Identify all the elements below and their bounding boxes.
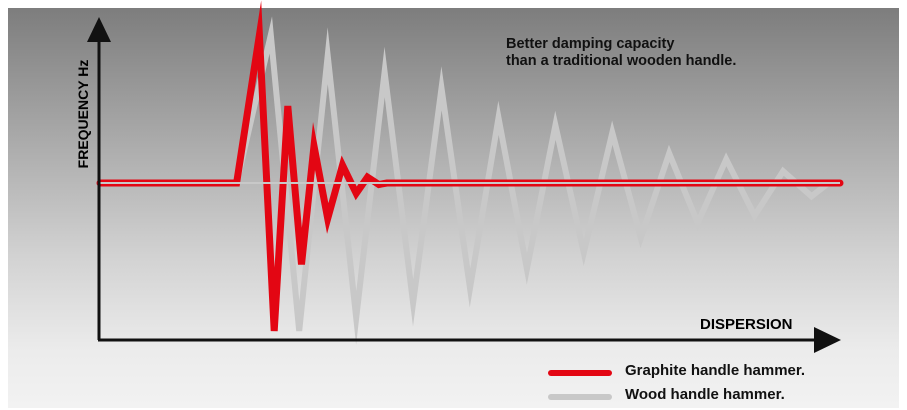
legend-swatch-graphite <box>548 370 612 376</box>
chart-annotation: Better damping capacity than a tradition… <box>506 36 736 70</box>
series-line-wood <box>97 16 843 345</box>
legend-swatch-wood <box>548 394 612 400</box>
y-axis-label: FREQUENCY Hz <box>75 59 91 169</box>
y-axis-arrow <box>87 17 111 42</box>
axis-layer <box>87 17 841 353</box>
x-axis-arrow <box>814 327 841 353</box>
x-axis-label: DISPERSION <box>700 316 793 333</box>
legend-label-graphite: Graphite handle hammer. <box>625 362 806 379</box>
series-layer <box>96 0 844 345</box>
annotation-line-1: Better damping capacity <box>506 36 675 52</box>
annotation-line-2: than a traditional wooden handle. <box>506 53 737 69</box>
legend-label-wood: Wood handle hammer. <box>625 386 785 403</box>
